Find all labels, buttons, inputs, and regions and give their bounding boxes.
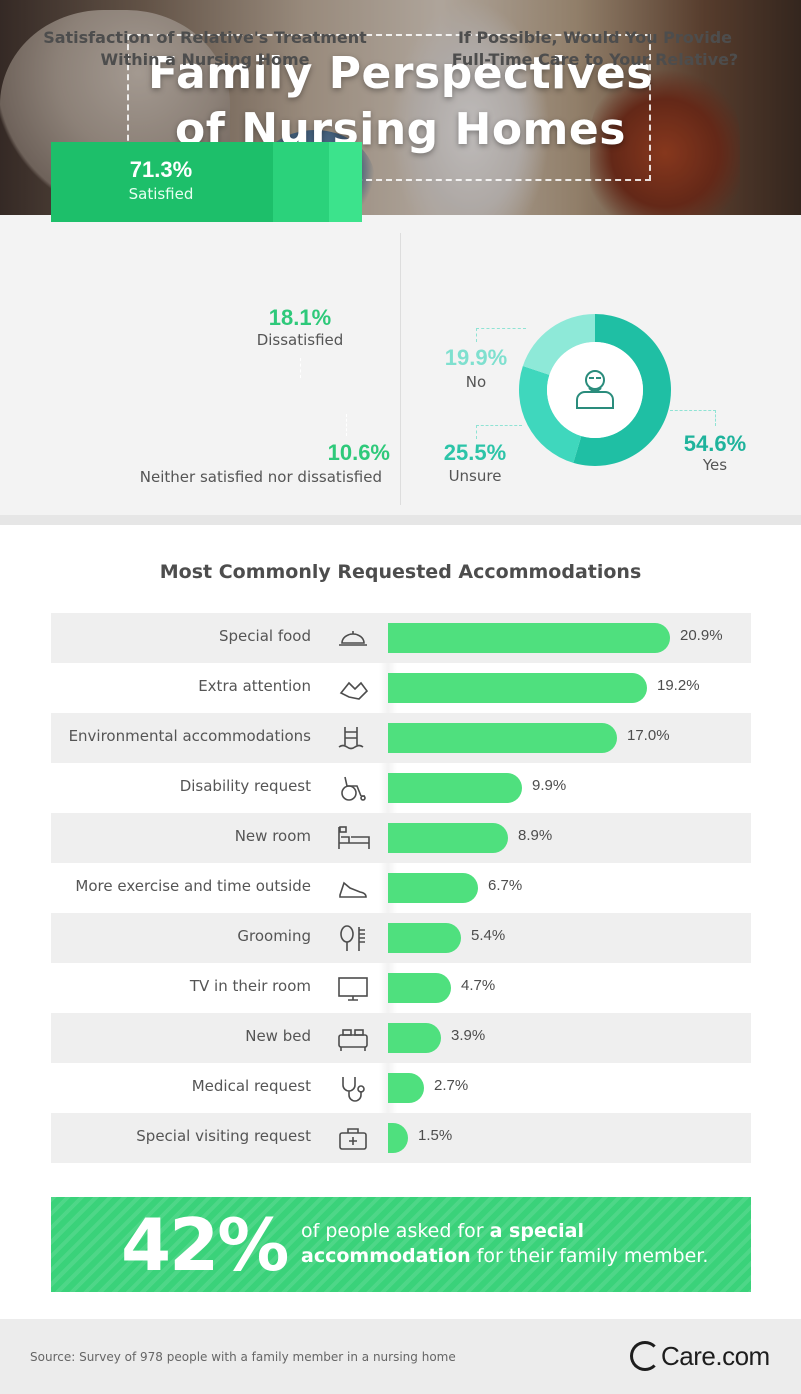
bar-row: Disability request 9.9% [51, 763, 751, 813]
stethoscope-icon [342, 1077, 365, 1102]
bar-row: Medical request 2.7% [51, 1063, 751, 1113]
satisfied-segment [51, 142, 273, 222]
care-com-logo[interactable]: Care.com [630, 1341, 770, 1372]
yes-pct: 54.6% [683, 431, 747, 456]
bar-row: Grooming 5.4% [51, 913, 751, 963]
dissatisfied-segment [273, 142, 329, 222]
care-title: If Possible, Would You Provide Full-Time… [451, 28, 739, 69]
summary-stats-panel [0, 215, 801, 525]
bar-label: Disability request [179, 777, 311, 795]
bar-value-label: 1.5% [418, 1127, 453, 1144]
bar-row: Extra attention 19.2% [51, 663, 751, 713]
no-leader [476, 328, 526, 342]
tv-icon [338, 977, 368, 1001]
yes-label: Yes [702, 456, 728, 474]
unsure-label: Unsure [448, 467, 502, 485]
highlight-banner: 42% of people asked for a special accomm… [51, 1197, 751, 1292]
bar-label: More exercise and time outside [75, 877, 311, 895]
bar-value-label: 9.9% [532, 777, 567, 794]
bar [388, 873, 478, 903]
bar-label: Special visiting request [136, 1127, 311, 1145]
bar-row: Environmental accommodations 17.0% [51, 713, 751, 763]
footer: Source: Survey of 978 people with a fami… [0, 1319, 801, 1394]
source-note: Source: Survey of 978 people with a fami… [30, 1350, 456, 1364]
neither-pct: 10.6% [327, 440, 390, 465]
no-pct: 19.9% [444, 345, 508, 370]
satisfaction-stacked-bar [51, 142, 362, 222]
satisfaction-title: Satisfaction of Relative's Treatment Wit… [43, 28, 367, 69]
satisfied-label: Satisfied [128, 185, 194, 203]
wheelchair-icon [341, 776, 366, 801]
bar-label: Extra attention [198, 677, 311, 695]
first-aid-kit-icon [339, 1128, 367, 1150]
bar [388, 623, 670, 653]
unsure-slice [519, 366, 582, 463]
bar-row: Special visiting request 1.5% [51, 1113, 751, 1163]
care-donut-chart [519, 314, 671, 466]
cloche-icon [339, 631, 367, 646]
bar-value-label: 2.7% [434, 1077, 469, 1094]
bar-label: New room [234, 827, 311, 845]
bar [388, 923, 461, 953]
bar-value-label: 20.9% [680, 627, 723, 644]
title-frame [127, 34, 651, 181]
bar-row: Special food 20.9% [51, 613, 751, 663]
highlight-text: of people asked for a special accommodat… [301, 1220, 709, 1267]
bar [388, 1073, 424, 1103]
bar-row: TV in their room 4.7% [51, 963, 751, 1013]
accommodations-bar-chart: Special food 20.9% Extra attention 19.2% Env… [51, 613, 751, 1163]
bar-value-label: 17.0% [627, 727, 670, 744]
dissatisfied-label: Dissatisfied [256, 331, 344, 349]
bar-label: Environmental accommodations [68, 727, 311, 745]
dissatisfied-leader [300, 358, 301, 378]
bar [388, 673, 647, 703]
bar [388, 823, 508, 853]
yes-slice [573, 314, 671, 466]
bed-icon [338, 1029, 368, 1051]
bar-row: New bed 3.9% [51, 1013, 751, 1063]
brush-comb-icon [340, 925, 365, 951]
bar [388, 973, 451, 1003]
no-slice [522, 314, 595, 375]
elderly-patient-photo [590, 60, 740, 215]
bar-label: New bed [245, 1027, 311, 1045]
sneaker-icon [339, 881, 367, 898]
accommodations-title: Most Commonly Requested Accommodations [159, 561, 642, 583]
header-banner: Family Perspectives of Nursing Homes [0, 0, 801, 215]
unsure-pct: 25.5% [443, 440, 507, 465]
bar-value-label: 5.4% [471, 927, 506, 944]
unsure-leader [476, 425, 522, 439]
logo-c-icon [630, 1341, 660, 1371]
bar-value-label: 6.7% [488, 877, 523, 894]
bar [388, 1023, 441, 1053]
bar-row: New room 8.9% [51, 813, 751, 863]
bar [388, 1123, 408, 1153]
bar-label: Medical request [191, 1077, 311, 1095]
bar-row: More exercise and time outside 6.7% [51, 863, 751, 913]
dissatisfied-pct: 18.1% [268, 305, 332, 330]
elderly-man-icon [576, 370, 614, 409]
bar-value-label: 4.7% [461, 977, 496, 994]
panel-divider [400, 233, 401, 505]
neither-segment [329, 142, 362, 222]
highlight-pct: 42% [121, 1203, 289, 1287]
pool-ladder-icon [338, 727, 364, 750]
neither-leader [346, 414, 347, 436]
neither-label: Neither satisfied nor dissatisfied [139, 468, 382, 486]
satisfied-pct: 71.3% [129, 157, 193, 182]
bar-label: Grooming [237, 927, 311, 945]
bar-value-label: 8.9% [518, 827, 553, 844]
bar-value-label: 3.9% [451, 1027, 486, 1044]
bar-value-label: 19.2% [657, 677, 700, 694]
bar-label: TV in their room [189, 977, 311, 995]
hospital-bed-icon [338, 826, 370, 849]
title-line-1: Family Perspectives [148, 48, 653, 99]
bar [388, 723, 617, 753]
bar-label: Special food [219, 627, 311, 645]
holding-hands-icon [339, 681, 369, 700]
no-label: No [465, 373, 487, 391]
yes-leader [670, 410, 716, 426]
bar [388, 773, 522, 803]
